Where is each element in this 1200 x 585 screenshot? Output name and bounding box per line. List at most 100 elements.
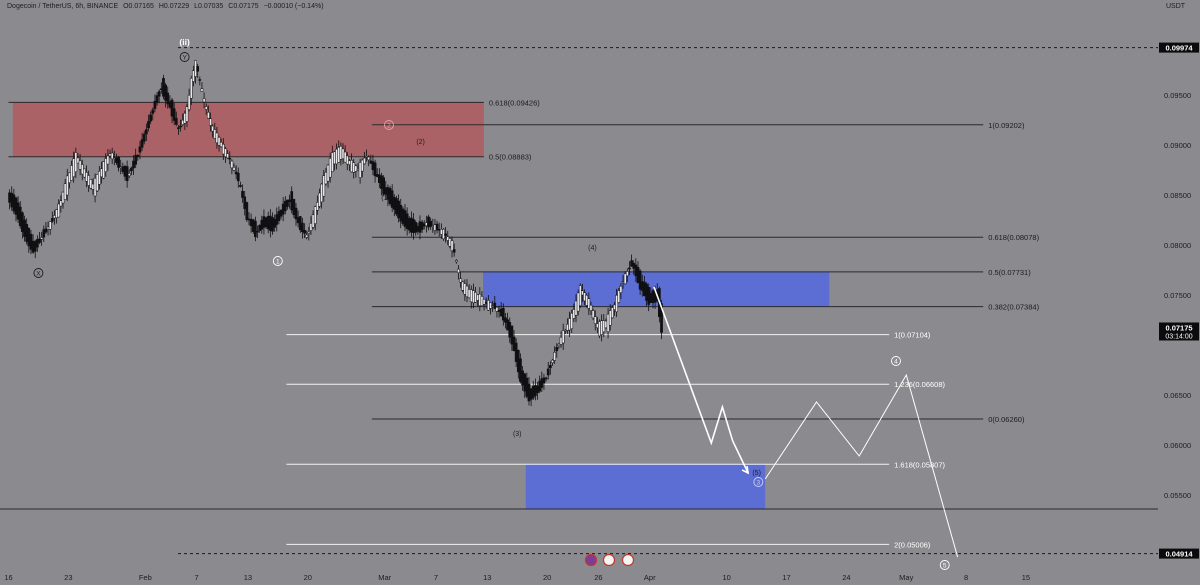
time-tick-label: 20 [543,573,551,582]
candle-body [179,125,182,128]
candle-body [198,79,202,81]
candle-body [14,197,18,215]
countdown-label: 03:14:00 [1165,334,1192,341]
candle-body [249,218,253,227]
wave-label: (2) [416,139,425,146]
candle-body [457,268,460,274]
candle-body [108,153,112,157]
time-tick-label: May [899,573,913,582]
candle-body [181,119,185,125]
candle-body [228,157,232,160]
candle-body [110,152,114,160]
candle-body [431,225,435,227]
candle-body [472,290,475,304]
candle-body [369,160,373,164]
candle-body [142,133,146,142]
candle-body [121,166,125,172]
candle-body [33,240,37,252]
candle-body [482,299,486,305]
candle-body [194,60,197,77]
candle-body [104,158,108,172]
wave-label-circle [939,560,950,570]
candle-body [425,222,428,226]
wave-label: 2 [387,123,391,130]
candle-body [115,157,118,163]
candle-body [410,217,413,233]
candle-body [48,221,52,230]
candle-body [232,167,236,171]
candle-body [538,380,542,392]
candle-body [568,318,571,331]
fib-level-label: 0.382(0.07384) [988,303,1039,312]
candle-body [16,202,20,220]
candle-body [125,166,129,181]
candle-body [416,226,420,232]
price-marker-box [1159,322,1199,341]
candle-body [544,377,548,380]
price-unit: USDT [1166,3,1186,10]
candle-body [493,302,497,309]
candle-body [260,219,264,230]
candle-body [610,307,614,319]
candle-body [320,183,323,203]
candle-body [375,174,379,177]
candle-body [12,194,16,212]
candle-body [243,196,247,209]
wave-label-circle [384,120,394,130]
wave-label: Y [182,55,187,62]
candle-body [264,217,268,227]
price-marker-box [1159,548,1199,559]
candle-body [239,185,242,187]
candle-body [149,114,152,122]
candle-body [189,78,193,99]
candle-body [613,304,616,310]
candle-body [59,200,63,207]
candle-body [296,217,300,224]
candle-body [226,153,229,159]
change-value: −0.00010 (−0.14%) [263,3,324,10]
candle-body [290,191,294,211]
symbol-title[interactable]: Dogecoin / TetherUS, 6h, BINANCE [7,3,119,10]
candle-body [465,285,469,298]
candle-body [36,239,39,248]
candle-body [542,377,546,384]
candle-body [25,223,29,242]
candle-body [345,155,349,165]
candle-body [621,281,625,284]
event-flash-icon [584,553,598,567]
candle-body [236,172,240,182]
price-tick-label: 0.06500 [1164,391,1191,400]
candle-body [516,349,520,373]
candle-body [469,289,473,303]
candle-body [55,209,58,219]
candle-body [429,220,433,227]
price-marker-label: 0.04914 [1165,550,1193,559]
candle-body [395,198,398,215]
candle-body [536,385,539,394]
candle-body [638,270,642,290]
candle-body [378,174,381,183]
candle-body [91,183,95,190]
wave-label-circle [179,52,190,62]
candle-body [407,218,411,231]
candle-body [177,127,180,129]
candle-body [335,148,338,165]
candle-body [63,183,67,200]
candle-body [251,219,255,232]
candle-body [649,293,653,303]
candle-body [382,177,385,195]
candle-body [78,160,82,170]
candle-body [529,388,533,400]
candle-body [461,281,465,291]
candle-body [557,343,561,346]
candle-body [551,359,554,363]
candle-body [326,164,330,182]
candle-body [371,161,375,170]
candle-body [337,147,341,163]
candle-body [100,168,103,178]
candle-body [268,215,272,231]
candle-body [40,237,43,240]
candle-body [487,300,490,311]
close-value: C0.07175 [228,3,259,10]
